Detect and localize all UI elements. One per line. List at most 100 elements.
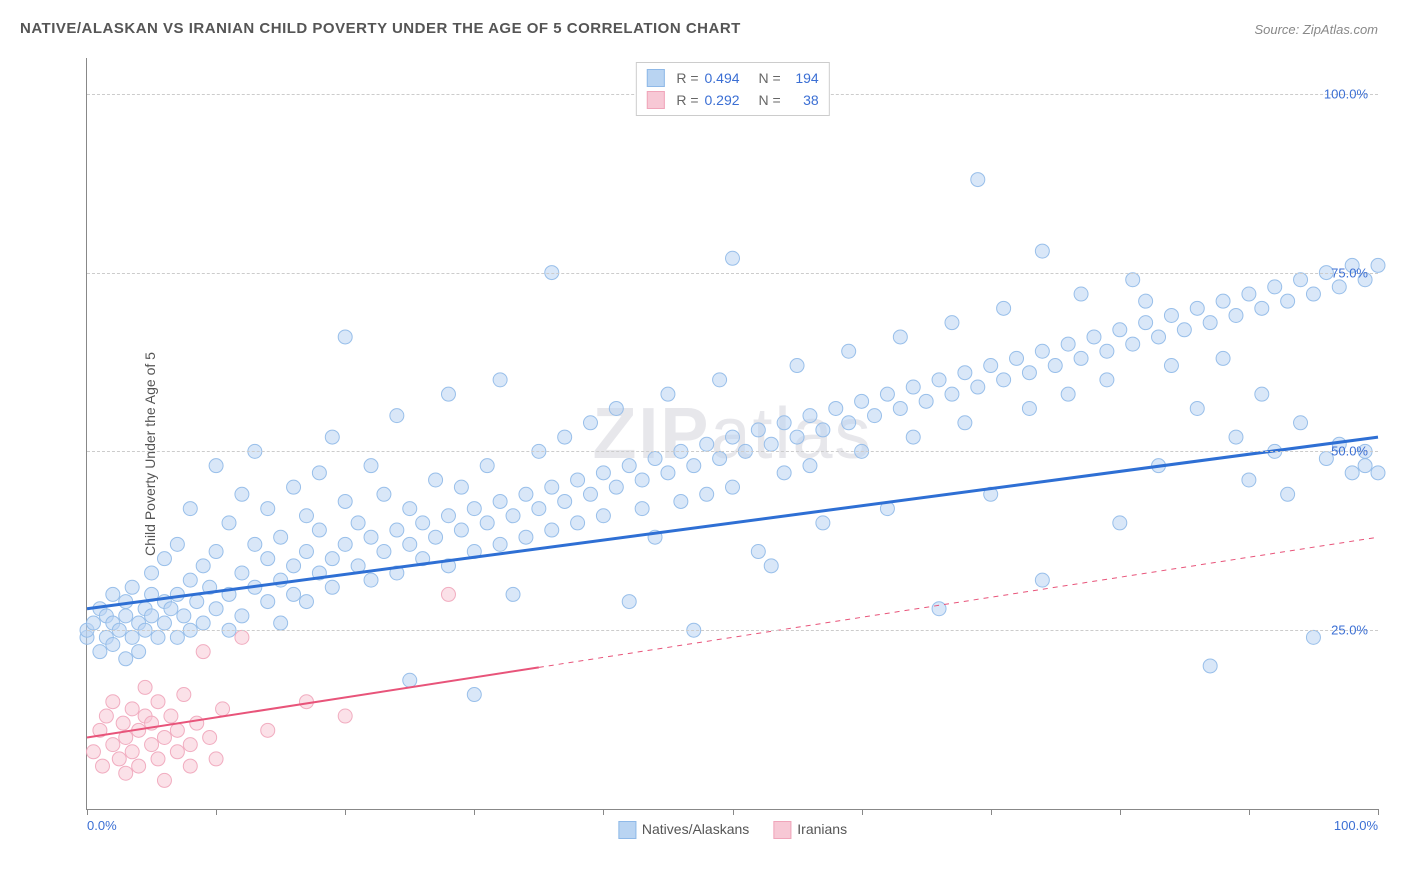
data-point (803, 459, 817, 473)
data-point (583, 416, 597, 430)
data-point (235, 566, 249, 580)
data-point (325, 430, 339, 444)
data-point (829, 401, 843, 415)
data-point (1126, 273, 1140, 287)
x-tick (87, 809, 88, 815)
data-point (726, 480, 740, 494)
data-point (1190, 301, 1204, 315)
data-point (919, 394, 933, 408)
y-tick-label: 100.0% (1324, 86, 1368, 101)
data-point (1074, 351, 1088, 365)
data-point (1203, 659, 1217, 673)
data-point (1306, 630, 1320, 644)
data-point (893, 330, 907, 344)
data-point (622, 459, 636, 473)
data-point (248, 537, 262, 551)
data-point (506, 587, 520, 601)
data-point (157, 773, 171, 787)
legend-item: Iranians (773, 821, 847, 839)
data-point (203, 730, 217, 744)
data-point (183, 502, 197, 516)
data-point (726, 430, 740, 444)
series-legend: Natives/AlaskansIranians (618, 821, 847, 839)
data-point (125, 702, 139, 716)
data-point (190, 716, 204, 730)
data-point (183, 573, 197, 587)
data-point (609, 480, 623, 494)
x-tick (1378, 809, 1379, 815)
data-point (700, 487, 714, 501)
data-point (209, 602, 223, 616)
plot-area: ZIPatlas R =0.494N =194R =0.292N =38 Nat… (86, 58, 1378, 810)
data-point (287, 559, 301, 573)
data-point (635, 473, 649, 487)
data-point (1035, 244, 1049, 258)
data-point (235, 609, 249, 623)
data-point (945, 316, 959, 330)
data-point (119, 652, 133, 666)
data-point (261, 723, 275, 737)
data-point (1100, 373, 1114, 387)
data-point (932, 602, 946, 616)
chart-title: NATIVE/ALASKAN VS IRANIAN CHILD POVERTY … (20, 20, 741, 37)
data-point (312, 466, 326, 480)
data-point (1010, 351, 1024, 365)
data-point (106, 738, 120, 752)
data-point (777, 416, 791, 430)
data-point (145, 566, 159, 580)
data-point (467, 502, 481, 516)
data-point (209, 752, 223, 766)
data-point (125, 630, 139, 644)
r-value: 0.494 (705, 67, 753, 89)
data-point (997, 373, 1011, 387)
y-tick-label: 75.0% (1331, 265, 1368, 280)
data-point (338, 494, 352, 508)
data-point (842, 416, 856, 430)
data-point (216, 702, 230, 716)
data-point (106, 587, 120, 601)
data-point (338, 330, 352, 344)
gridline (87, 630, 1378, 631)
data-point (1358, 459, 1372, 473)
data-point (196, 616, 210, 630)
legend-swatch (646, 69, 664, 87)
data-point (1281, 294, 1295, 308)
data-point (1035, 344, 1049, 358)
data-point (803, 409, 817, 423)
data-point (493, 537, 507, 551)
data-point (1048, 359, 1062, 373)
trend-line-dashed (539, 537, 1378, 667)
data-point (151, 752, 165, 766)
data-point (1281, 487, 1295, 501)
data-point (506, 509, 520, 523)
data-point (170, 630, 184, 644)
data-point (119, 766, 133, 780)
data-point (222, 516, 236, 530)
legend-swatch (646, 91, 664, 109)
data-point (119, 609, 133, 623)
data-point (609, 401, 623, 415)
data-point (1371, 466, 1385, 480)
data-point (151, 630, 165, 644)
data-point (364, 459, 378, 473)
data-point (145, 738, 159, 752)
data-point (868, 409, 882, 423)
r-label: R = (676, 89, 698, 111)
gridline (87, 451, 1378, 452)
data-point (571, 473, 585, 487)
data-point (1371, 258, 1385, 272)
data-point (764, 437, 778, 451)
data-point (196, 559, 210, 573)
data-point (1074, 287, 1088, 301)
data-point (493, 373, 507, 387)
data-point (480, 459, 494, 473)
correlation-legend-row: R =0.292N =38 (646, 89, 818, 111)
n-label: N = (759, 89, 781, 111)
x-tick (1120, 809, 1121, 815)
data-point (325, 552, 339, 566)
data-point (403, 673, 417, 687)
n-value: 38 (787, 89, 819, 111)
data-point (1113, 323, 1127, 337)
data-point (86, 745, 100, 759)
data-point (1255, 301, 1269, 315)
